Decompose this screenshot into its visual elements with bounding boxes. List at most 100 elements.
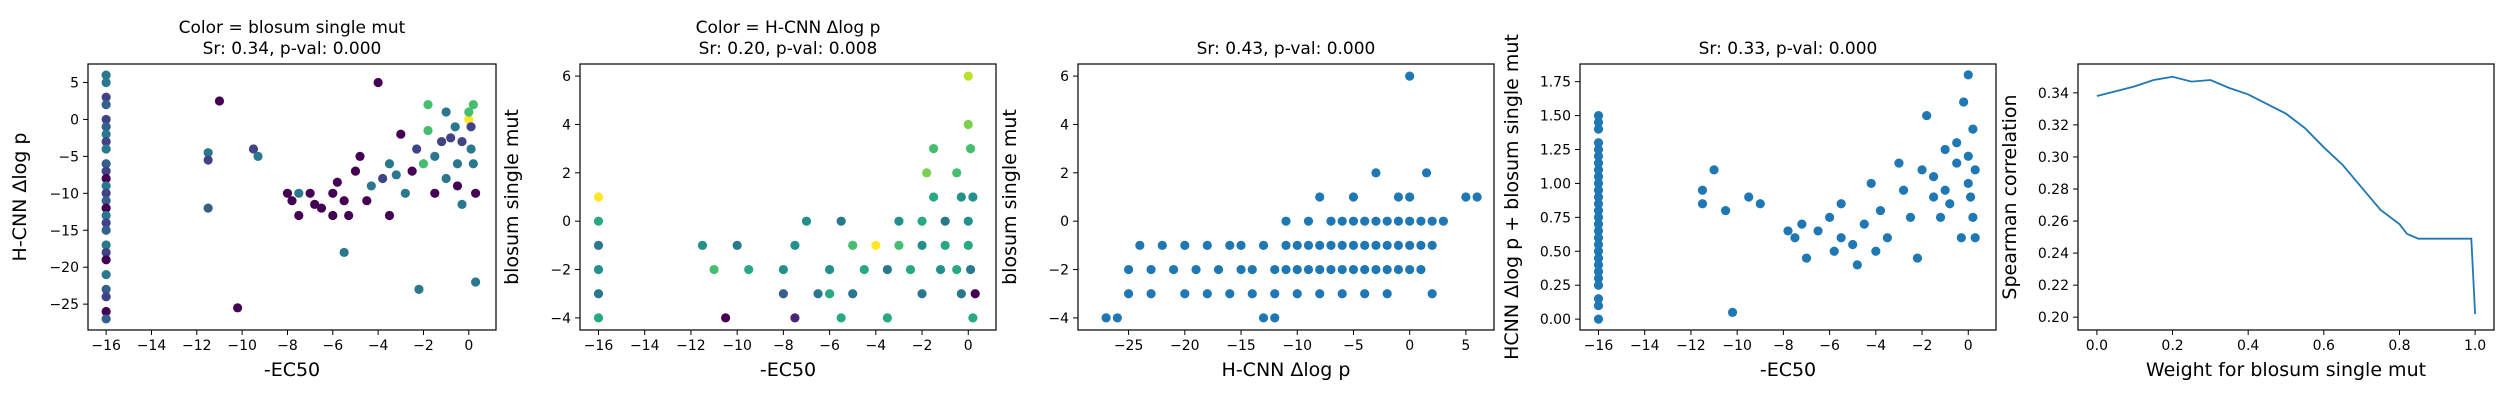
subplot-1: −16 −14 −12 −10 −8 −6 −4 −2 050−5−10−15−20−25Col… bbox=[9, 18, 497, 381]
scatter-point bbox=[430, 188, 440, 198]
scatter-point bbox=[101, 166, 111, 176]
scatter-point bbox=[1348, 216, 1359, 226]
y-tick-label: 0.75 bbox=[1540, 210, 1571, 226]
scatter-point bbox=[929, 192, 939, 202]
scatter-point bbox=[101, 292, 111, 302]
scatter-point bbox=[366, 181, 376, 191]
scatter-point bbox=[466, 122, 476, 132]
scatter-point bbox=[801, 216, 812, 226]
scatter-point bbox=[101, 181, 111, 191]
x-tick-label: −4 bbox=[368, 338, 389, 354]
x-tick-label: −12 bbox=[676, 338, 706, 354]
scatter-point bbox=[1970, 165, 1980, 175]
scatter-point bbox=[1593, 273, 1604, 284]
scatter-point bbox=[310, 199, 320, 209]
scatter-point bbox=[965, 264, 976, 275]
scatter-point bbox=[836, 216, 846, 226]
scatter-point bbox=[1360, 240, 1370, 250]
scatter-point bbox=[1593, 239, 1604, 250]
scatter-point bbox=[1783, 226, 1793, 236]
scatter-point bbox=[940, 240, 950, 250]
scatter-point bbox=[437, 136, 447, 147]
scatter-point bbox=[848, 289, 858, 299]
scatter-point bbox=[1727, 307, 1738, 317]
scatter-point bbox=[1593, 260, 1604, 270]
y-tick-label: 1.50 bbox=[1540, 109, 1571, 125]
y-tick-label: 0.24 bbox=[2038, 246, 2069, 262]
scatter-point bbox=[1247, 264, 1257, 275]
x-tick-label: −8 bbox=[277, 338, 298, 354]
scatter-point bbox=[1416, 216, 1426, 226]
scatter-point bbox=[248, 144, 259, 154]
scatter-point bbox=[1866, 178, 1876, 189]
y-axis-label: H-CNN Δlog p bbox=[9, 133, 31, 262]
scatter-point bbox=[894, 240, 904, 250]
scatter-point bbox=[1968, 124, 1978, 134]
x-tick-label: −16 bbox=[1584, 338, 1614, 354]
scatter-point bbox=[1382, 264, 1392, 275]
scatter-point bbox=[1101, 313, 1111, 323]
scatter-point bbox=[1258, 240, 1269, 250]
scatter-point bbox=[316, 203, 327, 213]
scatter-point bbox=[1270, 264, 1280, 275]
scatter-point bbox=[305, 188, 315, 198]
scatter-point bbox=[1593, 205, 1604, 216]
scatter-point bbox=[1952, 158, 1962, 168]
scatter-point bbox=[1963, 70, 1973, 80]
y-tick-label: −5 bbox=[58, 149, 79, 165]
x-axis-label: -EC50 bbox=[1760, 359, 1816, 381]
scatter-point bbox=[1593, 185, 1604, 195]
scatter-point bbox=[423, 125, 433, 136]
scatter-point bbox=[1593, 294, 1604, 304]
scatter-point bbox=[1825, 212, 1835, 222]
y-tick-label: 0 bbox=[1060, 214, 1069, 230]
y-tick-label: −25 bbox=[49, 297, 79, 313]
x-tick-label: −20 bbox=[1170, 338, 1200, 354]
axes-frame bbox=[2077, 63, 2495, 331]
scatter-point bbox=[1935, 212, 1946, 222]
scatter-point bbox=[1697, 185, 1708, 195]
scatter-point bbox=[464, 114, 474, 125]
scatter-point bbox=[101, 225, 111, 235]
scatter-point bbox=[396, 129, 406, 139]
scatter-point bbox=[1952, 138, 1962, 148]
scatter-point bbox=[457, 199, 467, 209]
y-tick-label: −10 bbox=[49, 186, 79, 202]
x-tick-label: −12 bbox=[1676, 338, 1706, 354]
scatter-point bbox=[412, 144, 422, 154]
scatter-point bbox=[332, 177, 342, 187]
scatter-point bbox=[1371, 168, 1381, 178]
scatter-point bbox=[1360, 216, 1370, 226]
scatter-point bbox=[825, 264, 835, 275]
y-tick-label: 0.34 bbox=[2038, 86, 2069, 102]
scatter-point bbox=[593, 264, 604, 275]
x-tick-label: −16 bbox=[91, 338, 121, 354]
x-tick-label: 0.6 bbox=[2313, 338, 2335, 354]
scatter-point bbox=[1281, 264, 1291, 275]
chart-title: Sr: 0.43, p-val: 0.000 bbox=[1197, 39, 1376, 59]
chart-title: Color = H-CNN Δlog p bbox=[696, 18, 881, 38]
x-tick-label: 0.0 bbox=[2086, 338, 2108, 354]
y-tick-label: 6 bbox=[1060, 69, 1069, 85]
y-tick-label: 0.26 bbox=[2038, 214, 2069, 230]
scatter-point bbox=[1917, 165, 1927, 175]
scatter-point bbox=[1871, 246, 1881, 256]
scatter-point bbox=[1898, 185, 1909, 195]
scatter-point bbox=[101, 240, 111, 250]
scatter-point bbox=[1790, 233, 1800, 243]
subplot-3: −25 −20 −15 −10 −5 0 5 6 4 2 0 −2 −4 Sr: 0.43, p-val:… bbox=[999, 39, 1495, 381]
scatter-point bbox=[1416, 264, 1426, 275]
scatter-point bbox=[1326, 216, 1336, 226]
scatter-point bbox=[1697, 199, 1708, 209]
scatter-point bbox=[391, 170, 401, 180]
x-tick-label: −6 bbox=[819, 338, 840, 354]
scatter-point bbox=[965, 144, 976, 154]
scatter-point bbox=[203, 155, 213, 165]
scatter-point bbox=[1281, 216, 1291, 226]
scatter-point bbox=[1371, 216, 1381, 226]
scatter-point bbox=[1180, 240, 1190, 250]
scatter-point bbox=[287, 196, 297, 206]
x-axis-label: H-CNN Δlog p bbox=[1222, 359, 1351, 381]
y-tick-label: 6 bbox=[562, 69, 571, 85]
subplot-2: −16 −14 −12 −10 −8 −6 −4 −2 0 6 4 2 0 −2 −4 Color = H-C… bbox=[501, 18, 997, 381]
